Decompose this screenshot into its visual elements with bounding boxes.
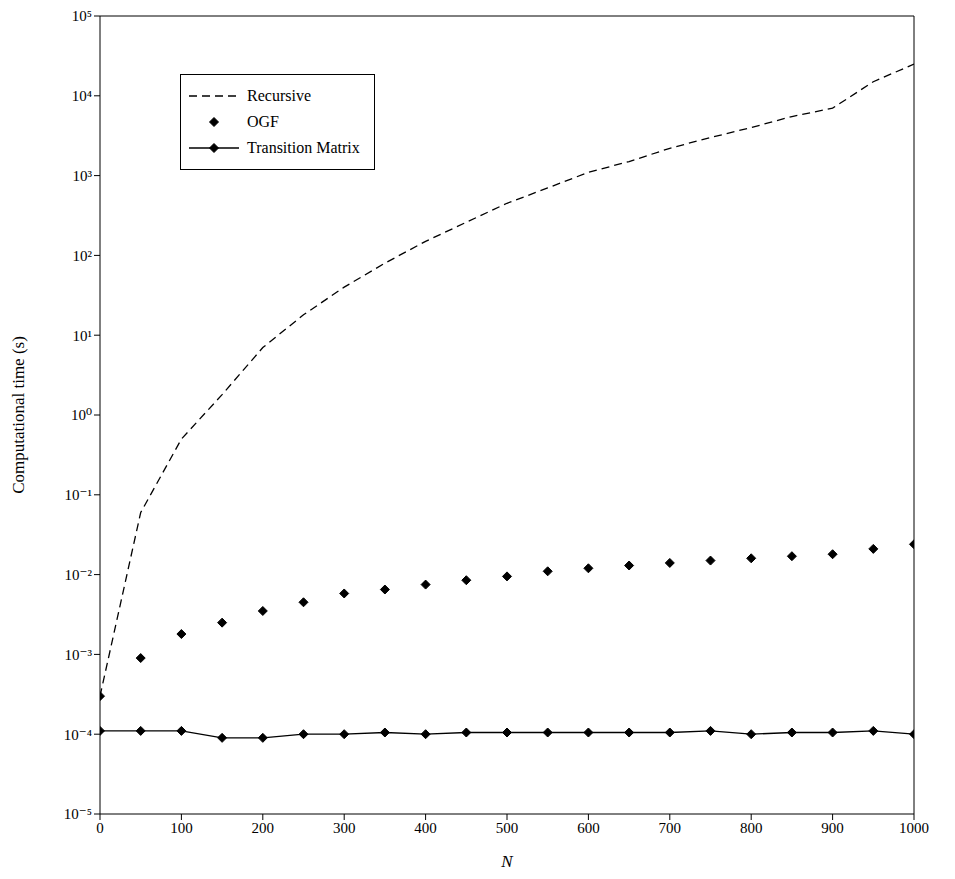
svg-text:10²: 10² [73, 248, 93, 264]
svg-text:0: 0 [96, 820, 104, 836]
html-text:Recursive: Recursive [247, 87, 311, 104]
svg-text:600: 600 [577, 820, 600, 836]
svg-text:200: 200 [252, 820, 275, 836]
svg-text:10⁴: 10⁴ [72, 88, 92, 104]
svg-text:400: 400 [414, 820, 437, 836]
svg-text:10⁻⁵: 10⁻⁵ [64, 806, 92, 822]
svg-text:500: 500 [496, 820, 519, 836]
svg-text:10⁰: 10⁰ [71, 407, 92, 423]
svg-text:10⁻⁴: 10⁻⁴ [64, 727, 92, 743]
svg-text:1000: 1000 [899, 820, 929, 836]
svg-text:300: 300 [333, 820, 356, 836]
svg-text:800: 800 [740, 820, 763, 836]
html-text:OGF: OGF [247, 113, 279, 130]
svg-text:N: N [500, 852, 514, 871]
svg-text:10⁻¹: 10⁻¹ [65, 487, 92, 503]
svg-text:10⁻³: 10⁻³ [65, 647, 93, 663]
html-text:Transition Matrix: Transition Matrix [247, 139, 360, 156]
svg-text:900: 900 [821, 820, 844, 836]
svg-text:10⁵: 10⁵ [72, 8, 92, 24]
svg-text:Computational time (s): Computational time (s) [9, 336, 28, 494]
svg-text:100: 100 [170, 820, 193, 836]
svg-text:10¹: 10¹ [73, 328, 93, 344]
svg-text:10³: 10³ [73, 168, 93, 184]
svg-text:10⁻²: 10⁻² [65, 567, 93, 583]
svg-text:700: 700 [659, 820, 682, 836]
